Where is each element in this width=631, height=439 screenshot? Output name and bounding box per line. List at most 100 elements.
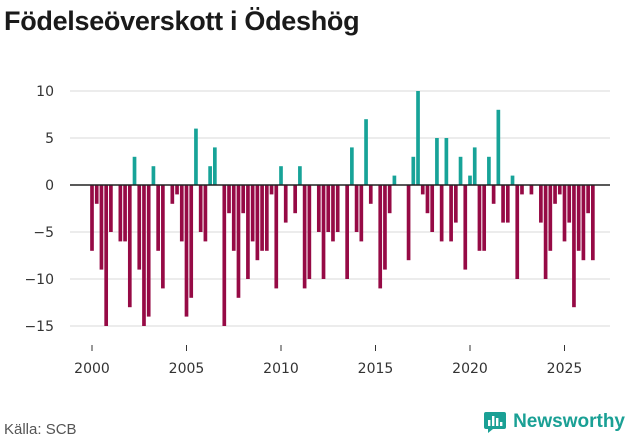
bar: [416, 91, 420, 185]
bar: [179, 185, 184, 242]
bar: [562, 185, 567, 242]
bar: [553, 185, 557, 204]
bar-chart: −15 −10 −5 0 5 10 2000 2005 2010 2015 2020 2025: [24, 84, 610, 377]
x-tick-label: 2020: [452, 361, 488, 377]
bar: [283, 185, 288, 223]
bar: [487, 156, 491, 185]
newsworthy-logo-icon: [484, 412, 507, 433]
bar: [468, 175, 472, 185]
x-tick-label: 2025: [547, 361, 583, 377]
bar: [458, 156, 463, 185]
bar: [510, 175, 515, 185]
bar: [520, 185, 524, 195]
bar: [505, 185, 510, 223]
bar: [208, 166, 212, 185]
bar: [255, 185, 260, 261]
bar: [491, 185, 496, 204]
bars: [90, 91, 595, 326]
bar: [548, 185, 553, 251]
bar: [227, 185, 231, 214]
bar: [586, 185, 590, 214]
y-tick-label: 5: [45, 131, 54, 147]
bar: [477, 185, 482, 251]
bar: [151, 166, 156, 185]
bar: [543, 185, 548, 279]
bar: [576, 185, 581, 251]
bar: [572, 185, 576, 308]
brand-logo: Newsworthy: [483, 410, 625, 434]
y-tick-label: −10: [24, 272, 54, 288]
bar: [269, 185, 274, 195]
grid-lines: [70, 90, 610, 327]
bar: [316, 185, 321, 232]
x-tick-label: 2010: [263, 361, 299, 377]
bar: [231, 185, 236, 251]
bar: [444, 138, 449, 185]
bar: [496, 109, 501, 185]
source-note: Källa: SCB: [4, 421, 77, 438]
bar: [383, 185, 387, 270]
bar: [368, 185, 373, 204]
bar: [482, 185, 487, 251]
bar: [279, 166, 283, 185]
y-axis-ticks: −15 −10 −5 0 5 10: [24, 84, 54, 335]
bar: [156, 185, 160, 251]
bar: [118, 185, 123, 242]
bar: [529, 185, 534, 195]
bar: [557, 185, 562, 195]
bar: [359, 185, 364, 242]
bar: [170, 185, 175, 204]
bar: [302, 185, 307, 289]
x-tick-label: 2015: [358, 361, 394, 377]
bar: [581, 185, 586, 261]
bar: [307, 185, 312, 279]
bar: [321, 185, 326, 279]
bar: [264, 185, 269, 251]
bar: [109, 185, 113, 232]
bar: [463, 185, 468, 270]
bar: [194, 128, 198, 185]
bar: [515, 185, 520, 279]
bar: [350, 147, 354, 185]
bar: [298, 166, 302, 185]
bar: [189, 185, 194, 298]
bar: [198, 185, 203, 232]
bar: [142, 185, 146, 326]
bar: [132, 156, 137, 185]
bar: [331, 185, 335, 242]
bar: [241, 185, 246, 214]
bar: [222, 185, 227, 326]
bar: [326, 185, 331, 232]
bar: [378, 185, 383, 289]
bar: [392, 175, 397, 185]
y-tick-label: 10: [36, 84, 54, 100]
bar: [146, 185, 151, 317]
bar: [213, 147, 217, 185]
x-tick-label: 2005: [169, 361, 205, 377]
bar: [354, 185, 359, 232]
bar: [406, 185, 411, 261]
bar: [260, 185, 264, 251]
y-tick-label: −15: [24, 319, 54, 335]
bar: [94, 185, 99, 204]
bar: [184, 185, 189, 317]
bar: [236, 185, 241, 298]
bar: [127, 185, 132, 308]
bar: [274, 185, 279, 289]
y-tick-label: 0: [45, 178, 54, 194]
bar: [250, 185, 255, 242]
bar: [453, 185, 458, 223]
bar: [425, 185, 430, 214]
bar: [387, 185, 392, 214]
bar: [90, 185, 94, 251]
bar: [175, 185, 179, 195]
bar: [293, 185, 298, 214]
bar: [567, 185, 572, 223]
bar: [246, 185, 250, 279]
bar: [137, 185, 142, 270]
bar: [591, 185, 595, 261]
bar: [420, 185, 425, 195]
chart-title: Födelseöverskott i Ödeshög: [4, 6, 360, 36]
bar: [335, 185, 340, 232]
bar: [99, 185, 104, 270]
